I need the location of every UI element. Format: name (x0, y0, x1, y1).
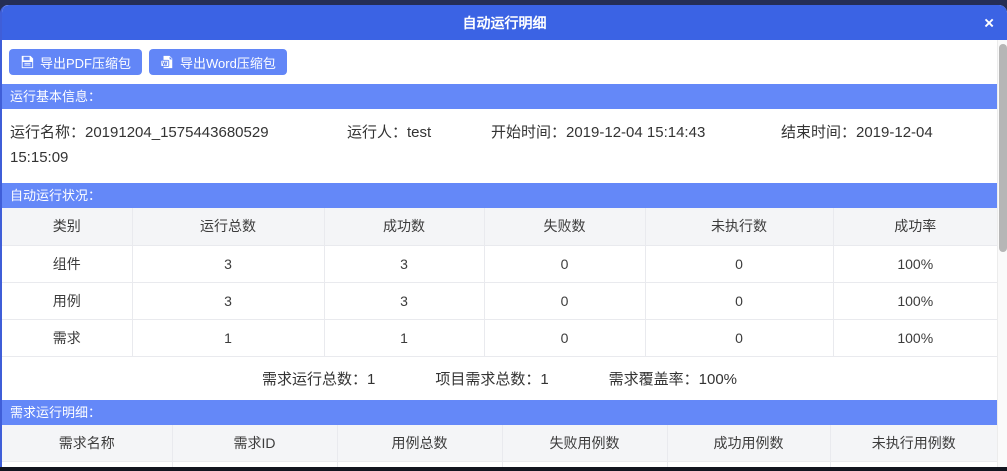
export-pdf-label: 导出PDF压缩包 (40, 55, 132, 71)
col-success-cases: 成功用例数 (667, 424, 831, 462)
vertical-scrollbar[interactable] (997, 40, 1007, 467)
col-fail-cases: 失败用例数 (502, 424, 668, 462)
run-info-block: 运行名称：20191204_1575443680529 运行人：test 开始时… (2, 109, 997, 183)
table-row (2, 461, 997, 467)
cell: 3 (132, 281, 325, 320)
cell: 100% (833, 244, 997, 283)
scrollbar-thumb[interactable] (999, 44, 1007, 252)
run-start-time-value: 开始时间：2019-12-04 15:14:43 (491, 124, 706, 141)
close-icon[interactable]: × (984, 13, 994, 32)
requirement-summary-row: 需求运行总数：1 项目需求总数：1 需求覆盖率：100% (2, 356, 997, 400)
col-category: 类别 (2, 208, 133, 246)
table-header-row: 需求名称 需求ID 用例总数 失败用例数 成功用例数 未执行用例数 (2, 424, 997, 462)
section-run-status: 自动运行状况： (2, 183, 997, 208)
export-word-label: 导出Word压缩包 (180, 55, 276, 71)
cell: 0 (484, 318, 646, 357)
col-fail-count: 失败数 (484, 208, 646, 246)
cell: 100% (833, 281, 997, 320)
run-person-value: 运行人：test (347, 124, 432, 141)
cell: 0 (645, 244, 834, 283)
cell (830, 461, 997, 467)
cell (337, 461, 503, 467)
export-pdf-button[interactable]: 导出PDF压缩包 (9, 49, 143, 75)
table-header-row: 类别 运行总数 成功数 失败数 未执行数 成功率 (2, 208, 997, 246)
run-name-value: 运行名称：20191204_1575443680529 (10, 124, 269, 141)
cell: 0 (484, 244, 646, 283)
dialog-body: 导出PDF压缩包 W 导出Word压缩包 运行基本信息： 运 (2, 40, 997, 467)
cell: 3 (324, 244, 485, 283)
table-row: 组件 3 3 0 0 100% (2, 244, 997, 283)
run-status-table: 类别 运行总数 成功数 失败数 未执行数 成功率 组件 3 3 0 0 (2, 208, 997, 357)
cell (172, 461, 338, 467)
req-coverage: 需求覆盖率：100% (608, 370, 738, 388)
section-basic-info: 运行基本信息： (2, 84, 997, 109)
col-total-runs: 运行总数 (132, 208, 325, 246)
export-word-button[interactable]: W 导出Word压缩包 (149, 49, 287, 75)
cell (2, 461, 173, 467)
cell: 0 (484, 281, 646, 320)
col-not-executed: 未执行数 (645, 208, 834, 246)
project-req-total: 项目需求总数：1 (435, 370, 549, 388)
section-req-detail: 需求运行明细： (2, 399, 997, 425)
cell: 用例 (2, 281, 133, 320)
cell: 1 (324, 318, 485, 357)
cell: 3 (132, 244, 325, 283)
word-doc-icon: W (160, 55, 174, 69)
save-file-icon (20, 55, 34, 69)
col-success-count: 成功数 (324, 208, 485, 246)
col-success-rate: 成功率 (833, 208, 997, 246)
cell: 100% (833, 318, 997, 357)
cell: 0 (645, 281, 834, 320)
req-detail-table: 需求名称 需求ID 用例总数 失败用例数 成功用例数 未执行用例数 (2, 424, 997, 467)
export-toolbar: 导出PDF压缩包 W 导出Word压缩包 (2, 40, 997, 84)
cell: 组件 (2, 244, 133, 283)
col-not-executed-cases: 未执行用例数 (830, 424, 997, 462)
run-end-time-wrapped: 15:15:09 (10, 149, 69, 166)
dialog-title: 自动运行明细 (462, 14, 547, 31)
table-row: 用例 3 3 0 0 100% (2, 281, 997, 320)
col-req-name: 需求名称 (2, 424, 173, 462)
dialog-titlebar: 自动运行明细 × (2, 5, 1007, 40)
cell: 需求 (2, 318, 133, 357)
col-req-id: 需求ID (172, 424, 338, 462)
cell: 0 (645, 318, 834, 357)
cell (502, 461, 668, 467)
run-end-time-value: 结束时间：2019-12-04 (781, 124, 933, 141)
auto-run-detail-dialog: 自动运行明细 × 导出PDF压缩包 (0, 5, 1007, 467)
cell: 1 (132, 318, 325, 357)
col-case-total: 用例总数 (337, 424, 503, 462)
req-run-total: 需求运行总数：1 (261, 370, 376, 388)
cell (667, 461, 831, 467)
table-row: 需求 1 1 0 0 100% (2, 318, 997, 357)
svg-text:W: W (162, 62, 168, 68)
cell: 3 (324, 281, 485, 320)
